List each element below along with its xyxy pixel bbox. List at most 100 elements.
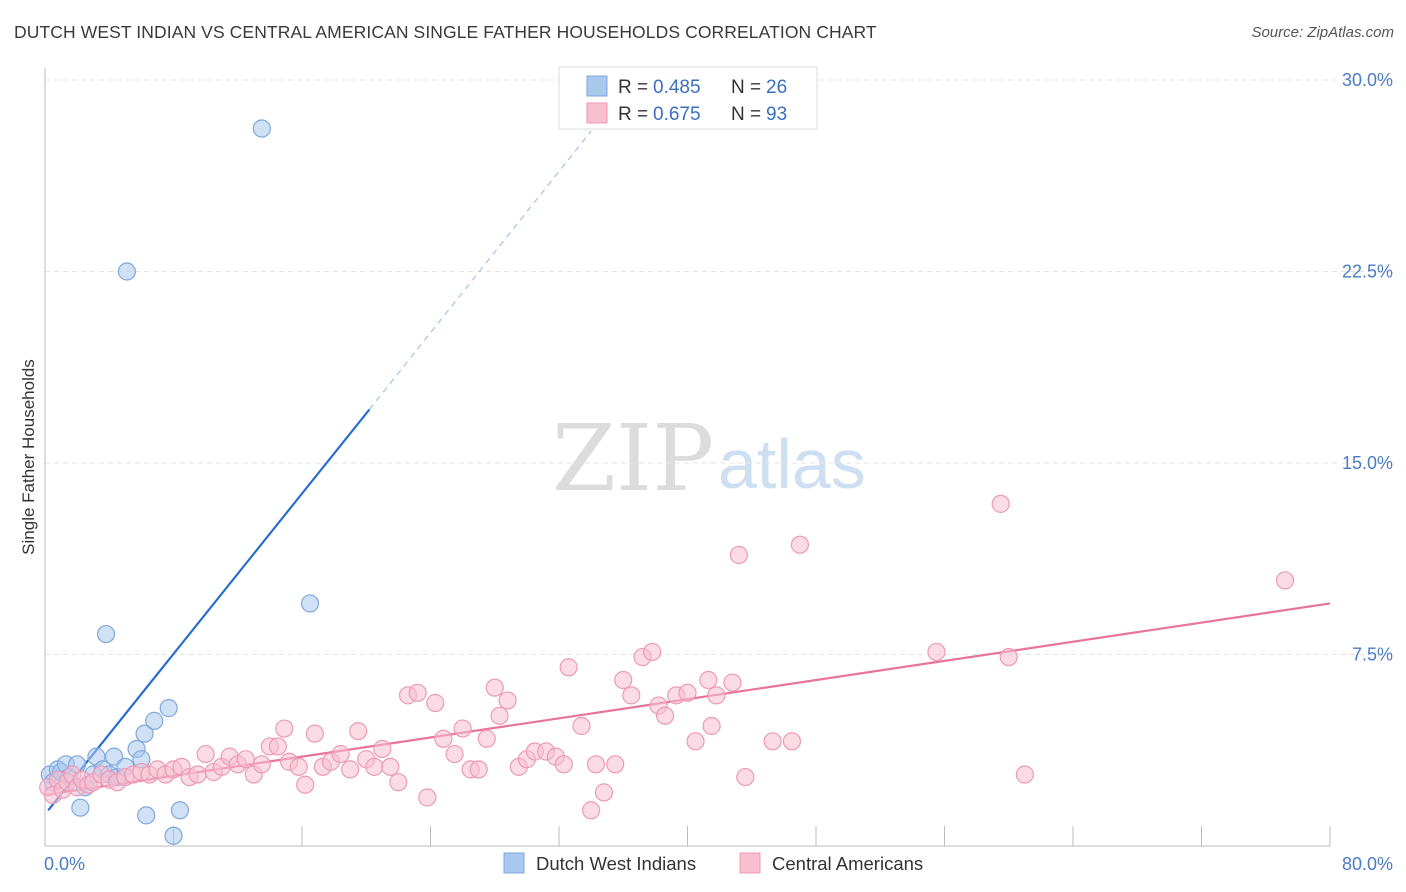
point-central-57 <box>477 729 496 748</box>
point-dutch-26 <box>252 119 271 138</box>
point-central-87 <box>736 767 755 787</box>
legend-r-label-central: R = <box>618 104 648 125</box>
chart-source: Source: ZipAtlas.com <box>1251 24 1394 41</box>
point-central-36 <box>296 775 315 794</box>
point-central-22 <box>188 765 207 784</box>
series-legend: Dutch West Indians Central Americans <box>503 852 923 874</box>
point-central-41 <box>341 760 360 779</box>
point-dutch-22 <box>159 699 178 718</box>
point-central-93 <box>999 647 1018 667</box>
point-central-74 <box>622 686 641 705</box>
point-central-89 <box>782 732 802 751</box>
point-central-82 <box>699 670 718 690</box>
stats-legend: R = 0.485 N = 26 R = 0.675 N = 93 <box>558 66 818 130</box>
legend-n-value-central: 93 <box>766 104 787 125</box>
point-central-76 <box>643 642 662 662</box>
trend-line-dutch-extension <box>368 130 592 410</box>
y-tick-label-0: 7.5% <box>1352 645 1393 665</box>
point-central-58 <box>485 678 504 697</box>
point-central-83 <box>702 716 721 736</box>
point-central-49 <box>408 683 427 702</box>
y-tick-label-3: 30.0% <box>1342 70 1393 90</box>
point-dutch-12 <box>96 624 116 644</box>
legend-swatch-central <box>586 102 608 124</box>
point-central-73 <box>614 670 633 690</box>
point-central-50 <box>418 788 437 807</box>
point-central-84 <box>707 686 726 705</box>
y-tick-label-1: 15.0% <box>1342 453 1393 473</box>
point-central-92 <box>991 494 1010 513</box>
point-central-42 <box>349 721 368 741</box>
y-tick-label-2: 22.5% <box>1342 262 1393 282</box>
point-central-72 <box>606 755 625 774</box>
bottom-legend-label-dutch: Dutch West Indians <box>536 853 696 874</box>
axes <box>44 68 1331 847</box>
point-dutch-21 <box>145 711 164 730</box>
point-central-59 <box>490 706 509 725</box>
x-tick-label-1: 80.0% <box>1342 854 1393 874</box>
point-central-46 <box>381 757 400 776</box>
point-central-47 <box>389 773 408 792</box>
legend-r-value-dutch: 0.485 <box>653 77 701 98</box>
point-central-90 <box>790 535 810 554</box>
legend-n-label-dutch: N = <box>731 77 761 98</box>
point-dutch-25 <box>117 262 137 281</box>
point-dutch-7 <box>71 798 90 817</box>
point-dutch-23 <box>164 826 183 845</box>
legend-r-label-dutch: R = <box>618 77 648 98</box>
point-central-30 <box>252 755 271 774</box>
point-central-28 <box>236 750 255 769</box>
point-central-91 <box>927 642 946 662</box>
point-central-67 <box>559 658 578 677</box>
x-tick-labels: 0.0% 80.0% <box>44 854 1393 874</box>
point-central-23 <box>196 744 215 764</box>
point-central-66 <box>554 755 573 774</box>
point-central-45 <box>373 739 392 759</box>
bottom-legend-label-central: Central Americans <box>772 853 923 874</box>
point-dutch-24 <box>170 801 190 820</box>
point-central-80 <box>678 683 697 702</box>
chart-title: DUTCH WEST INDIAN VS CENTRAL AMERICAN SI… <box>14 22 877 42</box>
point-central-44 <box>365 757 384 776</box>
point-central-52 <box>434 729 453 748</box>
point-central-85 <box>723 673 742 692</box>
point-dutch-19 <box>135 724 154 743</box>
point-dutch-27 <box>300 594 320 613</box>
legend-swatch-dutch <box>586 75 608 97</box>
legend-n-label-central: N = <box>731 104 761 125</box>
point-central-88 <box>763 732 782 751</box>
grid-lines <box>45 79 1390 655</box>
point-central-32 <box>268 737 288 756</box>
point-central-40 <box>331 744 350 764</box>
point-dutch-14 <box>104 747 124 766</box>
point-central-60 <box>498 691 517 710</box>
bottom-legend-swatch-central <box>739 852 761 874</box>
data-points <box>39 119 1295 845</box>
point-central-71 <box>594 783 614 802</box>
point-central-95 <box>1275 571 1295 590</box>
y-tick-labels: 7.5% 15.0% 22.5% 30.0% <box>1342 70 1393 665</box>
x-tick-label-0: 0.0% <box>44 854 85 874</box>
bottom-legend-swatch-dutch <box>503 852 525 874</box>
point-central-35 <box>289 757 308 776</box>
point-central-78 <box>655 706 675 725</box>
point-central-70 <box>586 755 606 774</box>
point-central-94 <box>1015 765 1034 784</box>
watermark-zip: ZIP <box>552 405 714 512</box>
point-central-69 <box>582 801 601 820</box>
watermark-atlas: atlas <box>718 425 866 503</box>
point-central-37 <box>305 724 324 743</box>
point-central-33 <box>275 719 294 738</box>
point-central-53 <box>445 744 464 764</box>
point-central-81 <box>686 732 705 751</box>
trend-line-dutch <box>47 408 371 811</box>
point-dutch-20 <box>137 806 156 825</box>
point-central-86 <box>729 545 749 565</box>
point-central-51 <box>426 693 445 713</box>
legend-n-value-dutch: 26 <box>766 77 787 98</box>
point-central-54 <box>453 719 472 738</box>
point-central-56 <box>469 760 488 779</box>
point-central-68 <box>572 716 591 736</box>
y-axis-label: Single Father Households <box>19 359 38 555</box>
